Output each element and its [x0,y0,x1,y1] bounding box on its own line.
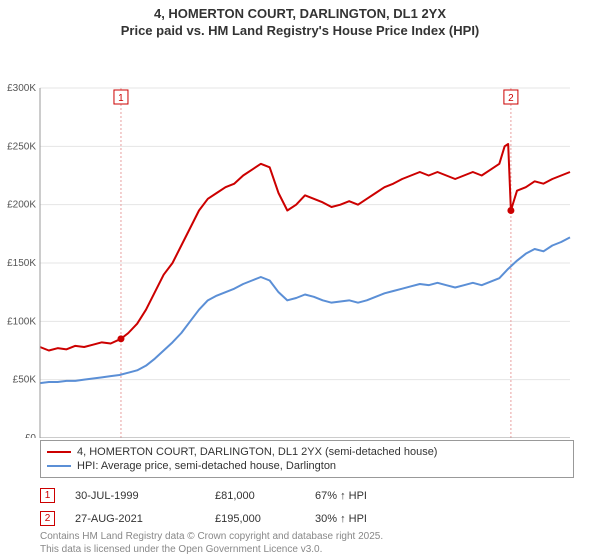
sale-price: £81,000 [215,490,295,502]
svg-text:1: 1 [118,93,124,104]
legend-row: HPI: Average price, semi-detached house,… [47,459,567,473]
legend: 4, HOMERTON COURT, DARLINGTON, DL1 2YX (… [40,440,574,478]
chart-title-line2: Price paid vs. HM Land Registry's House … [0,21,600,38]
legend-row: 4, HOMERTON COURT, DARLINGTON, DL1 2YX (… [47,445,567,459]
legend-swatch [47,465,71,467]
svg-text:£250K: £250K [7,141,36,152]
sales-table: 1 30-JUL-1999 £81,000 67% ↑ HPI 2 27-AUG-2021… [40,484,560,530]
sale-diff: 67% ↑ HPI [315,490,415,502]
legend-label: 4, HOMERTON COURT, DARLINGTON, DL1 2YX (… [77,446,437,458]
svg-text:£0: £0 [25,433,37,438]
legend-label: HPI: Average price, semi-detached house,… [77,460,336,472]
sale-marker: 1 [40,488,55,503]
legend-swatch [47,451,71,453]
footnote-line1: Contains HM Land Registry data © Crown c… [40,530,383,543]
chart-title-line1: 4, HOMERTON COURT, DARLINGTON, DL1 2YX [0,0,600,21]
footnote: Contains HM Land Registry data © Crown c… [40,530,383,556]
sale-date: 30-JUL-1999 [75,490,195,502]
sale-marker: 2 [40,511,55,526]
svg-text:£300K: £300K [7,83,36,94]
sale-date: 27-AUG-2021 [75,513,195,525]
sale-price: £195,000 [215,513,295,525]
sale-diff: 30% ↑ HPI [315,513,415,525]
chart: £0£50K£100K£150K£200K£250K£300K199519961… [0,38,600,438]
sale-row: 1 30-JUL-1999 £81,000 67% ↑ HPI [40,484,560,507]
svg-text:£100K: £100K [7,316,36,327]
svg-text:2: 2 [508,93,514,104]
svg-text:£150K: £150K [7,258,36,269]
svg-text:£200K: £200K [7,200,36,211]
svg-text:£50K: £50K [13,375,37,386]
sale-row: 2 27-AUG-2021 £195,000 30% ↑ HPI [40,507,560,530]
footnote-line2: This data is licensed under the Open Gov… [40,543,383,556]
